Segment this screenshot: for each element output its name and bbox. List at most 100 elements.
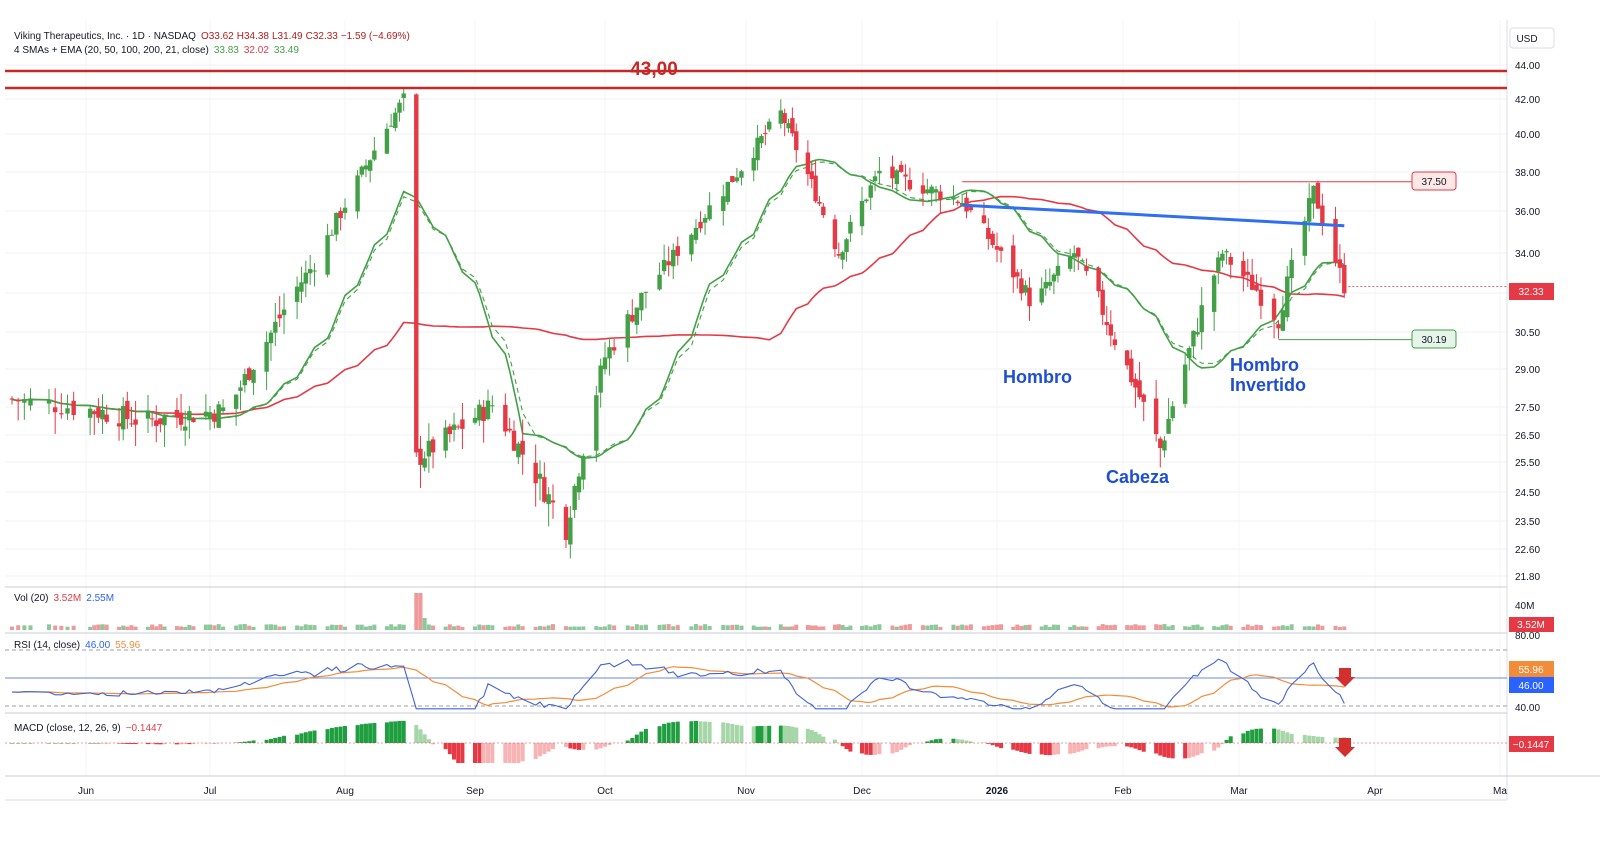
volume-bar xyxy=(490,625,494,630)
price-tick: 40.00 xyxy=(1515,130,1540,141)
macd-bar xyxy=(676,722,680,743)
tag-volume[interactable]: 3.52M xyxy=(1509,617,1554,632)
macd-bar xyxy=(334,727,338,743)
volume-bar xyxy=(934,625,938,630)
volume-bar xyxy=(1241,627,1245,630)
macd-bar xyxy=(767,726,771,743)
volume-bar xyxy=(1044,625,1048,630)
volume-bar xyxy=(956,626,960,630)
candle[interactable] xyxy=(726,182,730,205)
macd-bar xyxy=(1109,743,1113,746)
volume-bar xyxy=(1158,625,1162,630)
volume-bar xyxy=(951,625,955,630)
macd-bar xyxy=(817,734,821,743)
macd-bar xyxy=(1303,735,1307,743)
volume-bar xyxy=(1138,625,1142,630)
time-tick: Sep xyxy=(466,786,484,797)
tag-last[interactable]: 32.33 xyxy=(1509,283,1554,300)
candle[interactable] xyxy=(594,386,598,462)
macd-bar xyxy=(423,734,427,743)
volume-bar xyxy=(304,624,308,630)
tag-low[interactable]: 30.19 xyxy=(1412,330,1456,348)
macd-bar xyxy=(1200,743,1204,753)
candle[interactable] xyxy=(247,367,251,382)
volume-bar xyxy=(639,625,643,630)
svg-text:46.00: 46.00 xyxy=(1518,681,1543,692)
macd-bar xyxy=(1229,736,1233,743)
macd-bar xyxy=(1272,729,1276,743)
volume-bar xyxy=(568,627,572,630)
macd-bar xyxy=(452,743,456,760)
volume-bar xyxy=(1109,625,1113,630)
macd-bar xyxy=(1028,743,1032,754)
volume-bar xyxy=(368,626,372,630)
volume-bar xyxy=(313,625,317,630)
macd-bar xyxy=(667,723,671,743)
macd-bar xyxy=(1316,737,1320,743)
volume-bar xyxy=(930,625,934,630)
price-tick: 30.50 xyxy=(1515,328,1540,339)
macd-bar xyxy=(864,743,868,755)
volume-bar xyxy=(1272,627,1276,630)
time-tick: 2026 xyxy=(986,786,1009,797)
macd-bar xyxy=(1056,743,1060,754)
macd-bar xyxy=(603,743,607,747)
candle[interactable] xyxy=(1316,181,1320,209)
volume-bar xyxy=(1113,625,1117,630)
tag-high[interactable]: 37.50 xyxy=(1412,172,1456,190)
volume-bar xyxy=(473,626,477,630)
time-tick: Nov xyxy=(737,786,755,797)
volume-bar xyxy=(117,627,121,630)
volume-bar xyxy=(982,626,986,630)
volume-bar xyxy=(269,624,273,630)
macd-bar xyxy=(951,739,955,743)
price-tick: 29.00 xyxy=(1515,365,1540,376)
macd-bar xyxy=(1080,743,1084,751)
volume-bar xyxy=(873,625,877,630)
macd-bar xyxy=(999,743,1003,748)
macd-bar xyxy=(689,721,693,743)
volume-bar xyxy=(1334,626,1338,630)
volume-bar xyxy=(564,626,568,630)
volume-bar xyxy=(806,625,810,630)
macd-bar xyxy=(448,743,452,754)
price-tick: 23.50 xyxy=(1515,517,1540,528)
candle[interactable] xyxy=(217,401,221,428)
tag-rsi-ma[interactable]: 55.96 xyxy=(1509,661,1554,677)
price-tick: 21.80 xyxy=(1515,572,1540,583)
macd-bar xyxy=(860,743,864,753)
volume-bar xyxy=(1285,626,1289,630)
volume-bar xyxy=(603,626,607,630)
volume-bar xyxy=(385,626,389,630)
macd-bar xyxy=(372,723,376,743)
macd-bar xyxy=(460,743,464,763)
volume-bar xyxy=(1097,626,1101,630)
volume-bar xyxy=(521,626,525,630)
left-shoulder-label: Hombro xyxy=(1003,367,1072,387)
macd-bar xyxy=(295,735,299,743)
tag-rsi[interactable]: 46.00 xyxy=(1509,677,1554,693)
volume-bar xyxy=(423,618,427,630)
macd-bar xyxy=(1281,731,1285,743)
macd-bar xyxy=(899,743,903,750)
candle[interactable] xyxy=(414,93,418,457)
head-label: Cabeza xyxy=(1106,467,1170,487)
svg-text:−0.1447: −0.1447 xyxy=(1513,740,1550,751)
macd-bar xyxy=(414,725,418,743)
volume-bar xyxy=(689,626,693,630)
candle[interactable] xyxy=(730,176,734,183)
candle[interactable] xyxy=(355,170,359,218)
volume-bar xyxy=(1101,624,1105,630)
volume-bar xyxy=(676,625,680,630)
volume-bar xyxy=(179,626,183,630)
currency-label[interactable]: USD xyxy=(1516,34,1537,45)
price-tick: 42.00 xyxy=(1515,95,1540,106)
svg-text:30.19: 30.19 xyxy=(1421,335,1446,346)
macd-bar xyxy=(759,726,763,743)
volume-bar xyxy=(581,626,585,630)
volume-bar xyxy=(925,626,929,630)
tag-macd[interactable]: −0.1447 xyxy=(1509,736,1554,752)
volume-bar xyxy=(899,626,903,630)
